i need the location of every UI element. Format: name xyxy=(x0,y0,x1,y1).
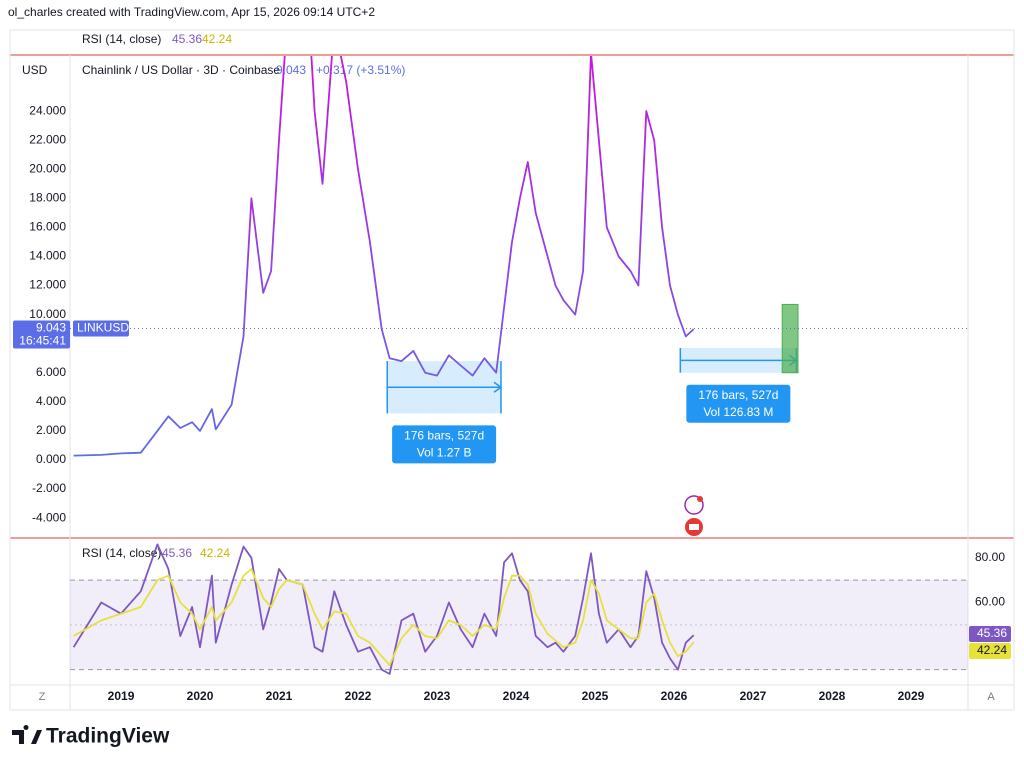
y-tick-label: 24.000 xyxy=(29,103,66,117)
header: ol_charles created with TradingView.com,… xyxy=(8,5,375,19)
measure-label-box xyxy=(686,384,791,423)
symbol-title: Chainlink / US Dollar · 3D · Coinbase xyxy=(82,63,280,77)
legend-change: +0.317 (+3.51%) xyxy=(316,63,405,77)
axis-button[interactable]: A xyxy=(987,691,995,703)
y-tick-label: 2.000 xyxy=(36,423,66,437)
y-tick-label: 4.000 xyxy=(36,394,66,408)
axis-button[interactable]: Z xyxy=(39,691,46,703)
x-tick-label: 2028 xyxy=(819,689,846,703)
x-tick-label: 2022 xyxy=(345,689,372,703)
logo-mark xyxy=(12,725,42,744)
y-tick-label: 20.000 xyxy=(29,161,66,175)
value-label-box xyxy=(969,626,1011,642)
logo: TradingView xyxy=(12,725,170,748)
measure-volume: Vol 1.27 B xyxy=(417,446,472,460)
legend-value: 45.36 xyxy=(172,32,202,46)
event-icon-dot xyxy=(697,496,703,502)
series-line xyxy=(73,568,695,666)
measure-label: 176 bars, 527d xyxy=(404,429,484,443)
measure-label-box xyxy=(392,425,497,464)
y-tick-label: 14.000 xyxy=(29,249,66,263)
y-tick-label: 0.000 xyxy=(36,452,66,466)
legend-value: 42.24 xyxy=(202,32,232,46)
value-label: 45.36 xyxy=(977,626,1007,640)
legend-title: RSI (14, close) xyxy=(82,32,161,46)
y-tick-label: 12.000 xyxy=(29,278,66,292)
y-tick-label: 6.000 xyxy=(36,365,66,379)
value-label: 42.24 xyxy=(977,643,1007,657)
rsi-band xyxy=(70,580,968,670)
x-tick-label: 2023 xyxy=(424,689,451,703)
y-tick-label: -2.000 xyxy=(32,481,66,495)
measure-arrowhead xyxy=(493,381,503,393)
legend-price: 9.043 xyxy=(276,63,306,77)
y-tick-label: 16.000 xyxy=(29,220,66,234)
x-tick-label: 2029 xyxy=(898,689,925,703)
y-tick-label: 10.000 xyxy=(29,307,66,321)
series-line xyxy=(72,543,695,675)
price-label-box xyxy=(13,320,70,349)
x-tick-label: 2025 xyxy=(582,689,609,703)
y-tick-label: -4.000 xyxy=(32,510,66,524)
symbol-label: LINKUSD xyxy=(77,321,129,335)
x-tick-label: 2020 xyxy=(187,689,214,703)
measure-volume: Vol 126.83 M xyxy=(703,405,773,419)
value-label-box xyxy=(969,643,1011,659)
countdown-label: 16:45:41 xyxy=(19,334,66,348)
currency: USD xyxy=(22,63,48,77)
series-line xyxy=(73,56,695,457)
y-tick-label: 22.000 xyxy=(29,132,66,146)
y-tick-label: 60.00 xyxy=(975,595,1005,609)
price-label: 9.043 xyxy=(36,321,66,335)
legend-value: 42.24 xyxy=(200,546,230,560)
x-tick-label: 2024 xyxy=(503,689,530,703)
y-tick-label: 18.000 xyxy=(29,190,66,204)
flag-icon-detail xyxy=(689,524,699,530)
target-zone xyxy=(781,303,799,374)
x-tick-label: 2019 xyxy=(108,689,135,703)
measure-label: 176 bars, 527d xyxy=(698,388,778,402)
legend-value: 45.36 xyxy=(162,546,192,560)
logo-text: TradingView xyxy=(46,725,170,748)
legend-title: RSI (14, close) xyxy=(82,546,161,560)
x-tick-label: 2026 xyxy=(661,689,688,703)
symbol-label-box xyxy=(73,320,129,337)
x-tick-label: 2027 xyxy=(740,689,767,703)
y-tick-label: 80.00 xyxy=(975,550,1005,564)
series-group xyxy=(72,543,695,675)
series-group xyxy=(73,56,695,457)
x-tick-label: 2021 xyxy=(266,689,293,703)
